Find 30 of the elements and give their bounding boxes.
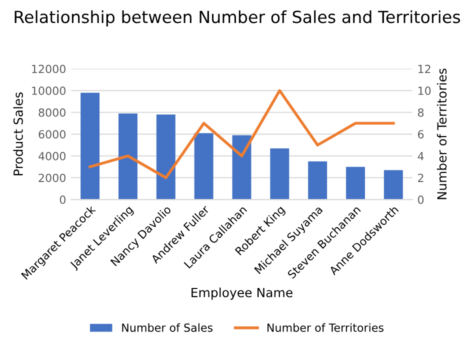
y-axis-title: Product Sales (13, 92, 23, 176)
y2-tick-label: 0 (418, 195, 424, 204)
y2-tick-label: 10 (418, 86, 431, 95)
y-tick-label: 8000 (38, 108, 66, 117)
chart-title: Relationship between Number of Sales and Territories (14, 10, 460, 26)
y-tick-label: 0 (60, 195, 66, 204)
y-tick-label: 2000 (38, 174, 66, 182)
y2-tick-label: 4 (418, 152, 424, 160)
x-axis-title: Employee Name (192, 288, 292, 300)
bar (308, 161, 328, 200)
y-tick-label: 10000 (32, 86, 66, 95)
bar (118, 113, 138, 200)
y-tick-label: 12000 (32, 64, 66, 74)
bar (346, 166, 365, 200)
bar (156, 114, 176, 200)
line-series (88, 89, 395, 180)
bar (194, 133, 214, 200)
y2-tick-label: 12 (418, 64, 430, 74)
y-tick-label: 6000 (38, 130, 66, 139)
bar (270, 148, 290, 200)
y2-tick-label: 6 (418, 130, 424, 139)
legend-label: Number of Sales (122, 323, 213, 332)
y2-tick-label: 8 (418, 108, 424, 117)
bar (232, 135, 252, 200)
y2-axis-title: Number of Territories (436, 68, 447, 200)
legend-label: Number of Territories (268, 323, 384, 332)
y2-tick-label: 2 (418, 174, 424, 182)
bar (80, 92, 100, 200)
y-tick-label: 4000 (38, 152, 66, 160)
bar (384, 170, 403, 200)
